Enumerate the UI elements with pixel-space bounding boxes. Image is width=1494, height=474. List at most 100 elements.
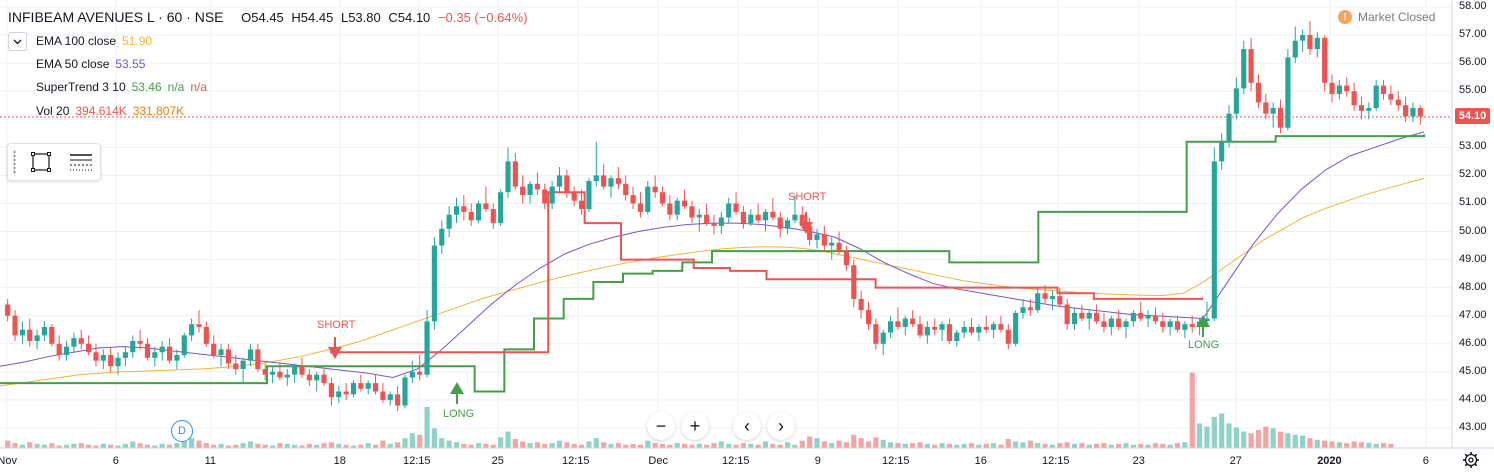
long-arrow-icon: [1196, 315, 1210, 327]
candle-body: [1211, 161, 1217, 319]
gear-icon[interactable]: [1462, 451, 1480, 469]
price-axis-label: 58.00: [1459, 0, 1487, 12]
volume-bar: [240, 443, 246, 448]
candle-body: [1042, 293, 1048, 299]
volume-bar: [225, 445, 231, 448]
scroll-left-button[interactable]: ‹: [733, 412, 761, 440]
candle-body: [858, 298, 864, 311]
volume-bar: [402, 438, 408, 448]
close-value: C54.10: [388, 10, 431, 25]
rectangle-tool-button[interactable]: [28, 149, 54, 175]
indicator-value: 394.614K: [75, 104, 127, 118]
indicator-row[interactable]: SuperTrend 3 10 53.46 n/a n/a: [36, 80, 207, 94]
candle-body: [1079, 312, 1085, 319]
indicator-row[interactable]: EMA 50 close 53.55: [36, 57, 145, 71]
volume-bar: [1020, 442, 1026, 448]
volume-bar: [843, 442, 850, 448]
candle-body: [917, 324, 923, 336]
candle-body: [571, 192, 577, 201]
volume-bar: [483, 443, 489, 448]
volume-bar: [1197, 423, 1203, 448]
volume-bar: [1263, 426, 1269, 448]
volume-bar: [181, 436, 187, 448]
candle-body: [785, 220, 791, 229]
volume-bar: [1094, 443, 1100, 448]
volume-bar: [1211, 416, 1217, 448]
volume-bar: [755, 444, 761, 448]
indicator-row[interactable]: EMA 100 close 51.90: [36, 34, 152, 48]
candle-body: [34, 335, 40, 341]
candle-body: [880, 332, 886, 344]
candle-body: [387, 394, 393, 400]
volume-bar: [41, 444, 48, 448]
legend-collapse-button[interactable]: [8, 32, 27, 51]
candle-body: [1241, 49, 1247, 89]
zoom-out-button[interactable]: −: [647, 412, 675, 440]
candle-body: [1204, 318, 1210, 322]
volume-bar: [1005, 438, 1011, 448]
volume-bar: [807, 436, 813, 448]
volume-bar: [1204, 426, 1210, 448]
candle-body: [483, 203, 489, 210]
symbol-title-row: INFIBEAM AVENUES L · 60 · NSE O54.45 H54…: [8, 9, 532, 25]
volume-bar: [1336, 442, 1342, 448]
volume-bar: [1248, 433, 1254, 448]
candle-body: [549, 186, 555, 204]
candle-body: [365, 383, 371, 389]
candle-body: [1307, 35, 1313, 50]
candle-body: [902, 318, 908, 327]
candle-body: [71, 338, 77, 347]
volume-bar: [395, 442, 401, 448]
candle-body: [498, 192, 504, 224]
supertrend-down-line: [330, 191, 1203, 354]
volume-bar: [108, 444, 114, 448]
candle-body: [821, 234, 827, 246]
volume-bar: [1167, 444, 1173, 448]
candle-body: [836, 242, 842, 252]
volume-bar: [512, 438, 518, 448]
candle-body: [255, 349, 261, 370]
volume-bar: [667, 444, 673, 448]
volume-bar: [159, 443, 165, 448]
scroll-right-button[interactable]: ›: [767, 412, 795, 440]
candle-body: [512, 161, 518, 187]
time-axis-label: 6: [112, 455, 119, 467]
candle-body: [615, 178, 621, 184]
candle-body: [534, 183, 540, 190]
candle-body: [1285, 57, 1291, 128]
volume-bar: [233, 444, 239, 448]
indicator-row[interactable]: Vol 20 394.614K 331.807K: [36, 104, 184, 118]
volume-bar: [262, 444, 268, 448]
market-status[interactable]: ! Market Closed: [1338, 10, 1435, 24]
candle-body: [1108, 318, 1114, 327]
candle-body: [1049, 296, 1056, 299]
drag-handle-icon[interactable]: [13, 150, 16, 174]
candle-body: [1145, 315, 1151, 319]
candle-body: [718, 217, 724, 226]
candle-body: [1344, 85, 1350, 92]
volume-bar: [1152, 443, 1159, 448]
volume-bar: [1292, 434, 1298, 448]
symbol-title[interactable]: INFIBEAM AVENUES L · 60 · NSE: [8, 9, 224, 25]
candle-body: [284, 374, 290, 378]
volume-bar: [439, 438, 445, 448]
candle-body: [461, 206, 467, 212]
candle-body: [770, 211, 776, 218]
volume-bar: [1366, 443, 1372, 448]
volume-bar: [976, 444, 982, 448]
candle-body: [453, 206, 460, 215]
volume-bar: [520, 441, 526, 448]
dividend-marker[interactable]: D: [171, 420, 193, 442]
volume-bar: [873, 437, 879, 448]
candle-body: [1388, 94, 1394, 100]
zoom-in-button[interactable]: +: [681, 412, 709, 440]
drawing-toolbox[interactable]: [7, 143, 101, 181]
volume-bar: [762, 441, 769, 448]
line-settings-button[interactable]: [68, 149, 94, 175]
time-axis-label: 23: [1132, 455, 1145, 467]
candle-body: [372, 383, 379, 392]
candle-body: [1395, 99, 1401, 106]
volume-bar: [1307, 438, 1313, 448]
candle-body: [888, 321, 894, 333]
